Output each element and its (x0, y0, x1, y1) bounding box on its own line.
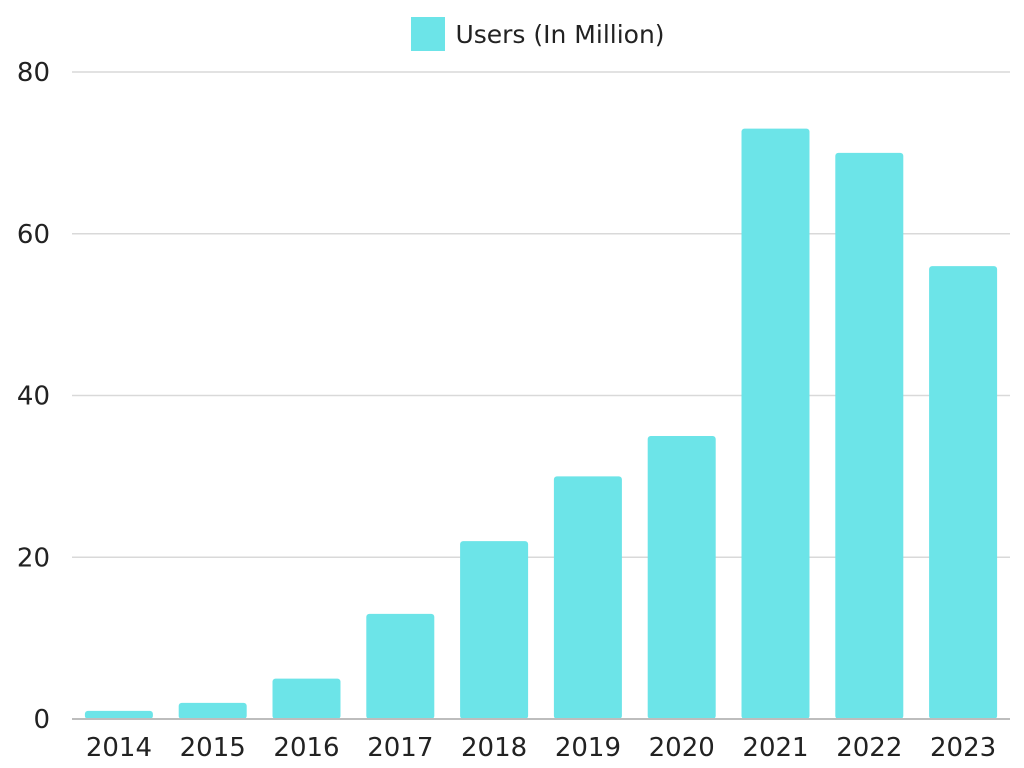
x-tick-label: 2020 (649, 733, 715, 763)
x-tick-label: 2018 (461, 733, 527, 763)
bar-2017 (366, 613, 435, 719)
y-tick-label: 80 (17, 58, 50, 88)
bar-2014 (84, 710, 153, 719)
bar-2022 (835, 152, 904, 719)
x-tick-label: 2014 (86, 733, 152, 763)
chart-legend: Users (In Million) (0, 17, 1024, 51)
bar-2023 (929, 266, 998, 719)
x-tick-label: 2016 (273, 733, 339, 763)
x-tick-label: 2023 (930, 733, 996, 763)
y-tick-label: 0 (33, 705, 50, 735)
bar-2016 (272, 678, 341, 719)
legend-swatch (411, 17, 446, 51)
x-tick-label: 2021 (742, 733, 808, 763)
x-tick-label: 2019 (555, 733, 621, 763)
y-tick-label: 40 (17, 382, 50, 412)
tick-labels: 0 20 40 60 80 2014 2015 2016 2017 2018 2019 2020 202… (17, 58, 996, 763)
y-tick-label: 60 (17, 220, 50, 250)
bar-2015 (178, 702, 247, 719)
legend-label: Users (In Million) (455, 19, 665, 49)
y-tick-label: 20 (17, 543, 50, 573)
bar-2018 (460, 541, 529, 719)
x-tick-label: 2015 (180, 733, 246, 763)
bar-2019 (553, 476, 622, 719)
x-tick-label: 2017 (367, 733, 433, 763)
bars (84, 128, 998, 720)
bar-2021 (741, 128, 810, 720)
x-tick-label: 2022 (836, 733, 902, 763)
bar-2020 (647, 435, 716, 719)
